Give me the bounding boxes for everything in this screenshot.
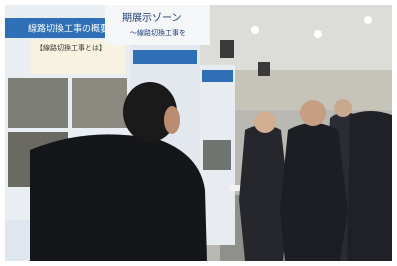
banner-title: 期展示ゾーン [122,12,182,24]
banner [105,5,210,45]
photo: 線路切換工事の概要 【線路切換工事とは】 期展示ゾーン ～線路切換工事を [0,0,397,266]
banner-subtitle: ～線路切換工事を [130,28,186,37]
ceiling-light [251,26,259,34]
spotlight [258,62,270,76]
person [280,123,348,261]
person [239,125,289,261]
spotlight [220,40,234,58]
photo-panel [8,78,68,128]
head [300,100,326,126]
page: 線路切換工事の概要 【線路切換工事とは】 期展示ゾーン ～線路切換工事を (()… [0,0,397,266]
panel-header [202,70,233,82]
person-foreground [30,134,207,261]
ceiling-light [364,16,372,24]
panel-header [133,50,197,64]
panel-title: 線路切換工事の概要 [28,23,109,35]
head [254,111,276,133]
person [347,111,392,261]
ceiling-light [314,30,322,38]
photo-panel [72,78,127,128]
panel-subtitle: 【線路切換工事とは】 [36,43,106,52]
face [164,106,180,134]
head [334,99,352,117]
photo-panel [203,140,231,170]
